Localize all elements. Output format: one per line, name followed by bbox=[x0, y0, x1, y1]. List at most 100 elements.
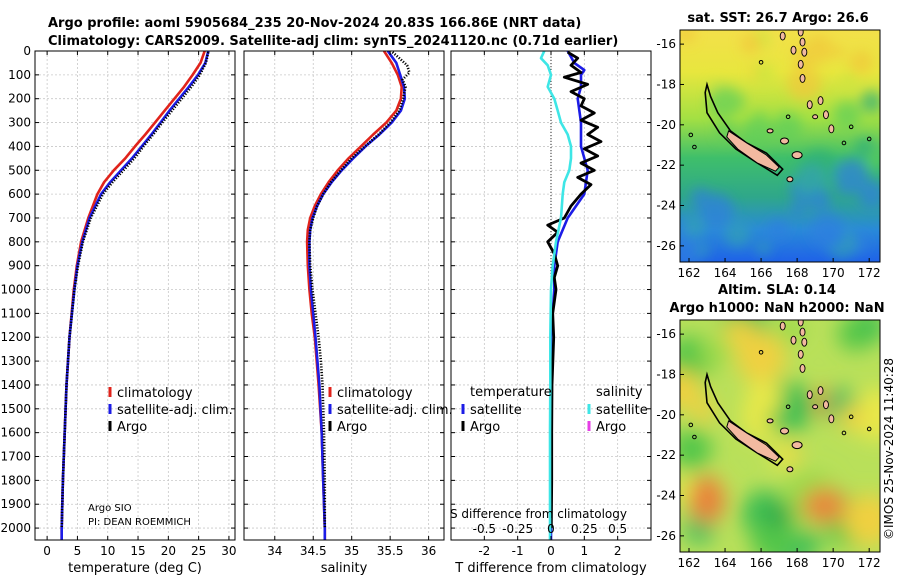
series-line-satellite-adj-clim- bbox=[60, 51, 210, 540]
x-tick-label: 34 bbox=[267, 544, 282, 558]
secondary-tick-label: 0.5 bbox=[608, 522, 627, 536]
island-vanuatu bbox=[799, 73, 806, 83]
secondary-tick-label: -0.25 bbox=[502, 522, 533, 536]
sst-blob bbox=[810, 213, 845, 248]
y-tick-label: -26 bbox=[656, 239, 676, 253]
sst-blob bbox=[756, 240, 771, 256]
sst-blob bbox=[860, 91, 880, 113]
series-line-climatology bbox=[60, 51, 206, 540]
x-tick-label: 166 bbox=[750, 556, 773, 570]
y-tick-label: 1100 bbox=[0, 306, 31, 320]
reef-contour bbox=[704, 81, 784, 177]
x-tick-label: 20 bbox=[161, 544, 176, 558]
island-new-caledonia bbox=[726, 420, 780, 462]
y-tick-label: -24 bbox=[656, 199, 676, 213]
map-title: sat. SST: 26.7 Argo: 26.6 bbox=[687, 11, 868, 26]
series-line-argo bbox=[308, 51, 411, 529]
island-vanuatu bbox=[801, 337, 808, 347]
sst-blob bbox=[836, 176, 857, 196]
island-vanuatu bbox=[828, 124, 835, 134]
series-line-salinity-satellite bbox=[539, 51, 573, 540]
sst-blob bbox=[724, 221, 751, 248]
map-subtitle: Argo h1000: NaN h2000: NaN bbox=[669, 301, 884, 316]
y-tick-label: 200 bbox=[8, 92, 31, 106]
axes-frame bbox=[243, 50, 445, 541]
map-field bbox=[680, 320, 880, 552]
island-vanuatu bbox=[779, 321, 786, 331]
legend-label: climatology bbox=[117, 386, 193, 401]
y-tick-label: -20 bbox=[656, 408, 676, 422]
island-vanuatu bbox=[797, 59, 804, 69]
series-line-temperature-argo bbox=[546, 51, 603, 529]
y-tick-label: -24 bbox=[656, 489, 676, 503]
island-new-caledonia bbox=[726, 130, 780, 172]
reef-speck bbox=[841, 430, 847, 436]
y-tick-label: -16 bbox=[656, 327, 676, 341]
sst-blob bbox=[680, 30, 696, 44]
secondary-tick-label: -0.5 bbox=[473, 522, 496, 536]
sla-blob bbox=[736, 332, 787, 383]
y-tick-label: -20 bbox=[656, 118, 676, 132]
series-line-argo bbox=[60, 51, 210, 529]
island-vanuatu bbox=[790, 45, 797, 55]
series-line-satellite-adj-clim- bbox=[308, 51, 407, 540]
island-loyalty bbox=[780, 137, 790, 145]
x-tick-label: 36 bbox=[421, 544, 436, 558]
y-tick-label: 900 bbox=[8, 259, 31, 273]
y-tick-label: 1300 bbox=[0, 354, 31, 368]
y-tick-label: 400 bbox=[8, 139, 31, 153]
island-vanuatu bbox=[828, 414, 835, 424]
sst-blob bbox=[795, 164, 828, 197]
sst-blob bbox=[787, 66, 822, 101]
legend-label: climatology bbox=[337, 386, 413, 401]
legend-label: Argo bbox=[117, 420, 147, 435]
y-tick-label: 500 bbox=[8, 163, 31, 177]
reef-speck bbox=[841, 140, 847, 146]
island-loyalty bbox=[780, 427, 790, 435]
sst-blob bbox=[833, 101, 862, 129]
x-axis-label: temperature (deg C) bbox=[68, 561, 202, 576]
island-vanuatu bbox=[797, 349, 804, 359]
legend-header-salinity: salinity bbox=[596, 385, 643, 400]
x-tick-label: 168 bbox=[786, 556, 809, 570]
island-vanuatu bbox=[799, 327, 806, 337]
sla-blob bbox=[839, 405, 865, 431]
legend-label: satellite-adj. clim. bbox=[117, 403, 233, 418]
y-tick-label: 300 bbox=[8, 116, 31, 130]
map-title: Altim. SLA: 0.14 bbox=[718, 283, 836, 298]
map-field bbox=[680, 30, 880, 262]
legend-header-temperature: temperature bbox=[470, 385, 552, 400]
reef-speck bbox=[848, 414, 854, 420]
legend-label: Argo bbox=[337, 420, 367, 435]
sla-cold-eddy bbox=[765, 503, 794, 528]
y-tick-label: 2000 bbox=[0, 521, 31, 535]
x-tick-label: 170 bbox=[822, 556, 845, 570]
reef-contour bbox=[704, 371, 784, 467]
sst-blob bbox=[740, 33, 762, 55]
map-frame bbox=[679, 319, 881, 553]
x-tick-label: 2 bbox=[614, 544, 622, 558]
sst-blob bbox=[696, 244, 710, 258]
panel-salinity: 34 34.5 35 35.5 36 salinity climatology satelli… bbox=[243, 50, 453, 576]
x-tick-label: 168 bbox=[786, 266, 809, 280]
y-tick-label: -16 bbox=[656, 37, 676, 51]
sla-blob bbox=[797, 530, 823, 552]
y-tick-label: 1500 bbox=[0, 402, 31, 416]
island-loyalty bbox=[766, 418, 774, 424]
y-tick-label: 1900 bbox=[0, 497, 31, 511]
secondary-tick-label: 0.25 bbox=[571, 522, 598, 536]
panel-temperature: 0100200300400500600700800900100011001200… bbox=[0, 44, 236, 576]
timestamp: ©IMOS 25-Nov-2024 11:40:28 bbox=[882, 358, 896, 540]
y-tick-label: 1800 bbox=[0, 473, 31, 487]
x-tick-label: 172 bbox=[858, 556, 881, 570]
island-vanuatu bbox=[797, 320, 804, 327]
island-loyalty bbox=[791, 441, 803, 450]
y-tick-label: 1400 bbox=[0, 378, 31, 392]
y-tick-label: 1200 bbox=[0, 330, 31, 344]
island-vanuatu bbox=[799, 363, 806, 373]
sst-blob bbox=[707, 85, 740, 118]
island-vanuatu bbox=[799, 37, 806, 47]
island-loyalty bbox=[766, 128, 774, 134]
x-tick-label: 0 bbox=[43, 544, 51, 558]
